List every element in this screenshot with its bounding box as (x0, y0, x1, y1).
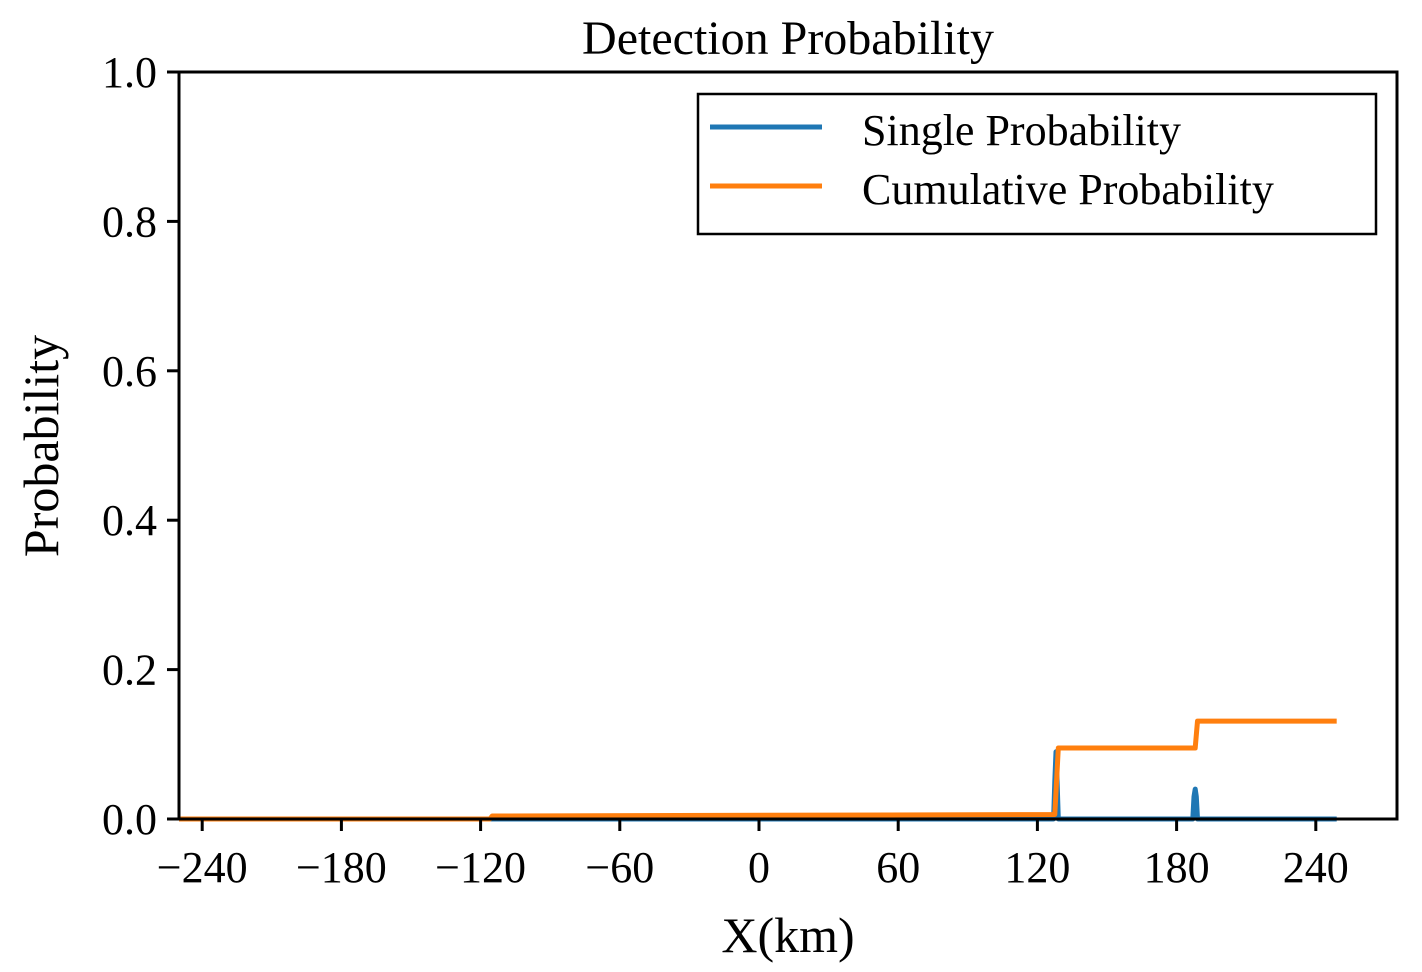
legend-box (696, 92, 1378, 236)
x-tick-label: 60 (876, 843, 920, 892)
x-tick-label: −120 (435, 843, 526, 892)
y-tick-label: 0.6 (102, 347, 157, 396)
y-tick-label: 0.0 (102, 795, 157, 844)
series-line-single (179, 749, 1337, 822)
y-axis: 0.0 0.2 0.4 0.6 0.8 1.0 (102, 48, 179, 844)
x-tick-label: 240 (1283, 843, 1349, 892)
y-tick-label: 0.4 (102, 496, 157, 545)
x-axis: −240 −180 −120 −60 0 60 120 180 240 (157, 819, 1349, 892)
y-tick-label: 0.8 (102, 197, 157, 246)
x-tick-label: 0 (748, 843, 770, 892)
legend-single-label: Single Probability (862, 106, 1181, 155)
x-tick-label: 180 (1144, 843, 1210, 892)
legend: Single Probability Cumulative Probabilit… (696, 92, 1378, 236)
x-tick-label: −60 (585, 843, 654, 892)
series-layer (179, 718, 1337, 822)
x-tick-label: 120 (1004, 843, 1070, 892)
x-tick-label: −180 (296, 843, 387, 892)
plot-frame (177, 70, 1399, 821)
x-tick-label: −240 (157, 843, 248, 892)
series-line-cumulative (179, 718, 1337, 822)
y-tick-label: 1.0 (102, 48, 157, 97)
legend-cumulative-label: Cumulative Probability (862, 165, 1274, 214)
chart-title: Detection Probability (582, 12, 994, 65)
y-tick-label: 0.2 (102, 646, 157, 695)
x-axis-label: X(km) (721, 907, 854, 963)
y-axis-label: Probability (13, 335, 69, 557)
